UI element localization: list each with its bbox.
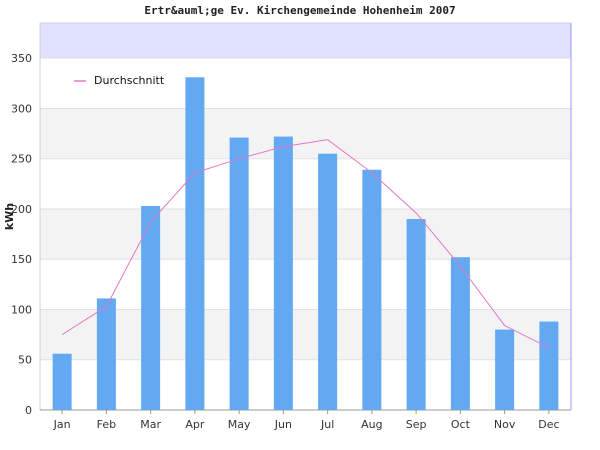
y-tick-label: 100: [11, 303, 32, 316]
bar: [406, 219, 426, 410]
plot-top-band: [40, 23, 571, 59]
bar: [185, 77, 205, 410]
x-tick-label: Aug: [361, 418, 382, 431]
y-tick-label: 350: [11, 52, 32, 65]
x-tick-label: May: [228, 418, 251, 431]
legend-label: Durchschnitt: [94, 74, 165, 87]
x-tick-label: Jun: [274, 418, 292, 431]
y-tick-label: 0: [25, 404, 32, 417]
y-axis-label: kWh: [3, 203, 16, 230]
bar: [539, 321, 559, 410]
x-tick-label: Apr: [185, 418, 205, 431]
x-tick-label: Jan: [53, 418, 71, 431]
x-tick-label: Dec: [538, 418, 559, 431]
y-tick-label: 300: [11, 102, 32, 115]
line-series-durchschnitt: [61, 139, 550, 349]
chart-title: Ertr&auml;ge Ev. Kirchengemeinde Hohenhe…: [144, 4, 456, 17]
bar: [450, 257, 470, 410]
bar: [273, 136, 293, 410]
bar: [52, 353, 72, 410]
bar: [141, 205, 161, 410]
plot-band: [40, 208, 571, 260]
bar: [318, 153, 338, 410]
x-tick-label: Feb: [97, 418, 116, 431]
plot-band: [40, 158, 571, 209]
bar: [495, 329, 515, 410]
plot-band: [40, 359, 571, 410]
y-tick-label: 250: [11, 153, 32, 166]
bar: [96, 298, 116, 410]
x-tick-label: Nov: [494, 418, 516, 431]
y-tick-label: 150: [11, 253, 32, 266]
x-tick-label: Sep: [406, 418, 427, 431]
x-tick-label: Mar: [140, 418, 161, 431]
plot-band: [40, 259, 571, 310]
bar: [362, 169, 382, 410]
plot-band: [40, 108, 571, 159]
x-tick-label: Oct: [451, 418, 471, 431]
plot-band: [40, 58, 571, 109]
plot-band: [40, 309, 571, 360]
x-tick-label: Jul: [320, 418, 334, 431]
y-tick-label: 50: [18, 354, 32, 367]
bar: [229, 137, 249, 410]
y-tick-label: 200: [11, 203, 32, 216]
